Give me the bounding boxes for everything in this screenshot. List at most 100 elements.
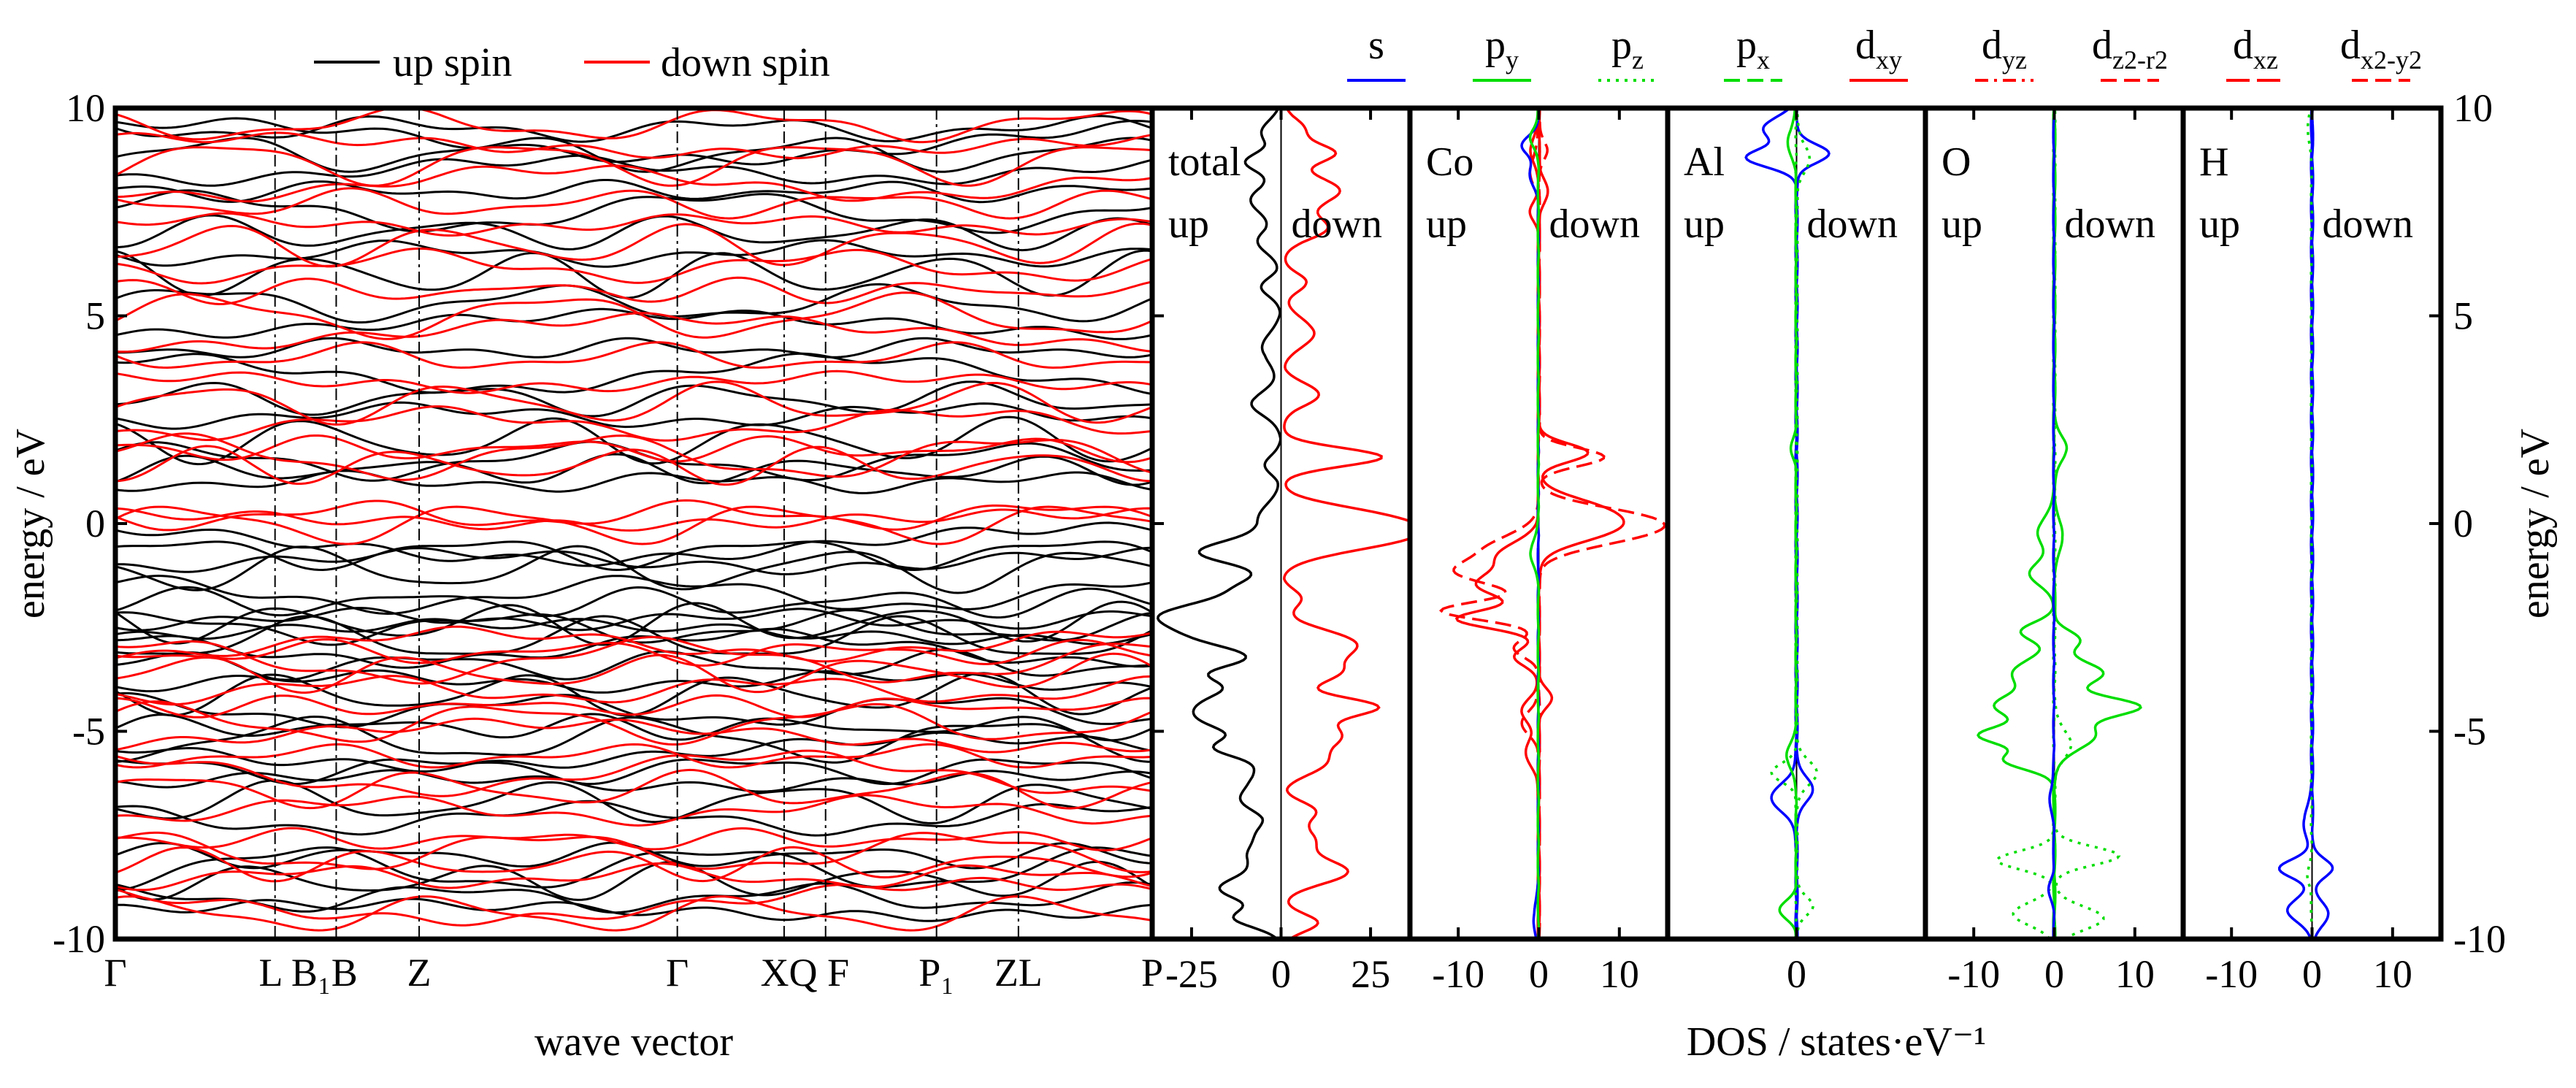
k-point-label-6: ZL <box>994 951 1043 995</box>
up-spin-band-27 <box>115 521 1152 567</box>
down-spin-band-7 <box>115 768 1152 810</box>
dos-label-al: Al <box>1684 139 1725 185</box>
dos-curve-total-down <box>1283 108 1410 939</box>
up-spin-band-46 <box>115 115 1152 143</box>
up-spin-band-18 <box>115 618 1152 645</box>
dos-xtick-label-1-0: -10 <box>1432 952 1484 996</box>
up-spin-band-40 <box>115 214 1152 252</box>
down-spin-band-26 <box>115 369 1152 394</box>
down-spin-band-12 <box>115 694 1152 719</box>
up-spin-band-1 <box>115 881 1152 914</box>
dos-label-down-0: down <box>1292 202 1382 247</box>
k-point-label-0: Γ <box>104 951 126 995</box>
k-point-label-2: Z <box>407 951 432 995</box>
dos-curves-co <box>1438 108 1666 939</box>
down-spin-band-31 <box>115 247 1152 285</box>
up-spin-band-45 <box>115 117 1152 166</box>
dos-curves-o <box>1977 108 2142 939</box>
up-spin-band-44 <box>115 137 1152 173</box>
up-spin-band-26 <box>115 540 1152 572</box>
up-spin-band-33 <box>115 380 1152 418</box>
orbital-legend-sub-2: z <box>1632 45 1644 74</box>
dos-label-up-2: up <box>1684 202 1725 247</box>
down-spin-band-32 <box>115 222 1152 268</box>
down-spin-band-20 <box>115 499 1152 532</box>
band-ytick-label-3: -5 <box>72 710 105 754</box>
down-spin-band-8 <box>115 749 1152 797</box>
up-spin-band-32 <box>115 401 1152 430</box>
dos-xtick-label-4-2: 10 <box>2373 952 2412 996</box>
dos-panel-o: Oup down -10 0 10 <box>1923 105 2186 996</box>
up-spin-band-42 <box>115 179 1152 204</box>
down-spin-band-18 <box>115 505 1152 545</box>
k-point-label-3: Γ <box>666 951 689 995</box>
dos-xtick-label-3-0: -10 <box>1947 952 2000 996</box>
band-y-axis-title: energy / eV <box>8 429 53 618</box>
up-spin-band-34 <box>115 352 1152 396</box>
down-spin-band-5 <box>115 827 1152 852</box>
up-spin-band-20 <box>115 600 1152 646</box>
down-spin-band-30 <box>115 276 1152 306</box>
down-spin-band-0 <box>115 895 1152 932</box>
dos-x-axis-title: DOS / states·eV⁻¹ <box>1687 1019 1986 1065</box>
k-point-label-1: L B₁B <box>258 951 357 995</box>
dos-xtick-label-1-2: 10 <box>1600 952 1639 996</box>
dos-label-up-4: up <box>2199 202 2240 247</box>
dos-xtick-label-0-2: 25 <box>1351 952 1390 996</box>
up-spin-band-22 <box>115 586 1152 619</box>
orbital-legend-label-4: dxy <box>1855 23 1902 74</box>
up-spin-band-37 <box>115 283 1152 323</box>
up-spin-band-15 <box>115 648 1152 681</box>
dos-label-down-2: down <box>1807 202 1898 247</box>
dos-ytick-label-4: -10 <box>2453 917 2506 961</box>
orbital-legend-sub-8: x2-y2 <box>2361 45 2422 74</box>
k-point-label-4: XQ F <box>761 951 850 995</box>
down-spin-band-33 <box>115 212 1152 237</box>
orbital-legend-label-7: dxz <box>2233 23 2278 74</box>
dos-xtick-label-0-0: -25 <box>1165 952 1218 996</box>
dos-xtick-label-3-2: 10 <box>2115 952 2155 996</box>
dos-curves-al <box>1744 108 1831 939</box>
dos-curve-al-s-up <box>1744 108 1798 939</box>
down-spin-band-14 <box>115 652 1152 694</box>
orbital-legend-sub-6: z2-r2 <box>2112 45 2168 74</box>
band-ytick-label-0: 10 <box>66 86 105 130</box>
dos-curve-co-p-up <box>1528 108 1541 939</box>
legend-down-label: down spin <box>661 40 830 85</box>
up-spin-band-23 <box>115 574 1152 616</box>
k-point-label-5: P₁ <box>919 951 954 995</box>
dos-curves-h <box>2277 108 2334 939</box>
dos-ytick-label-3: -5 <box>2453 710 2486 754</box>
down-spin-band-9 <box>115 743 1152 769</box>
up-spin-band-39 <box>115 239 1152 268</box>
dos-xtick-label-1-1: 0 <box>1529 952 1549 996</box>
down-spin-band-3 <box>115 846 1152 883</box>
dos-ytick-label-0: 10 <box>2453 86 2493 130</box>
dos-label-o: O <box>1941 139 1971 185</box>
orbital-legend: s py pz px dxy dyz dz2-r2 dxz dx2-y2 <box>1347 23 2422 82</box>
dos-label-down-3: down <box>2065 202 2155 247</box>
orbital-legend-label-8: dx2-y2 <box>2340 23 2422 74</box>
down-spin-band-6 <box>115 794 1152 827</box>
dos-curve-o-p-z-up <box>1996 108 2056 939</box>
up-spin-band-28 <box>115 470 1152 494</box>
down-spin-band-2 <box>115 862 1152 892</box>
up-spin-band-21 <box>115 607 1152 632</box>
down-spin-band-36 <box>115 146 1152 187</box>
orbital-legend-sub-1: y <box>1506 45 1519 74</box>
down-spin-band-23 <box>115 434 1152 464</box>
dos-xtick-label-2-0: 0 <box>1787 952 1806 996</box>
orbital-legend-label-5: dyz <box>1982 23 2027 74</box>
up-spin-band-16 <box>115 627 1152 669</box>
dos-label-total: total <box>1168 139 1241 185</box>
dos-label-co: Co <box>1426 139 1473 185</box>
orbital-legend-sub-3: x <box>1757 45 1770 74</box>
up-spin-band-29 <box>115 453 1152 486</box>
down-spin-band-27 <box>115 341 1152 369</box>
orbital-legend-label-6: dz2-r2 <box>2092 23 2168 74</box>
dos-label-up-3: up <box>1941 202 1982 247</box>
down-spin-band-13 <box>115 675 1152 706</box>
up-spin-band-24 <box>115 545 1152 594</box>
